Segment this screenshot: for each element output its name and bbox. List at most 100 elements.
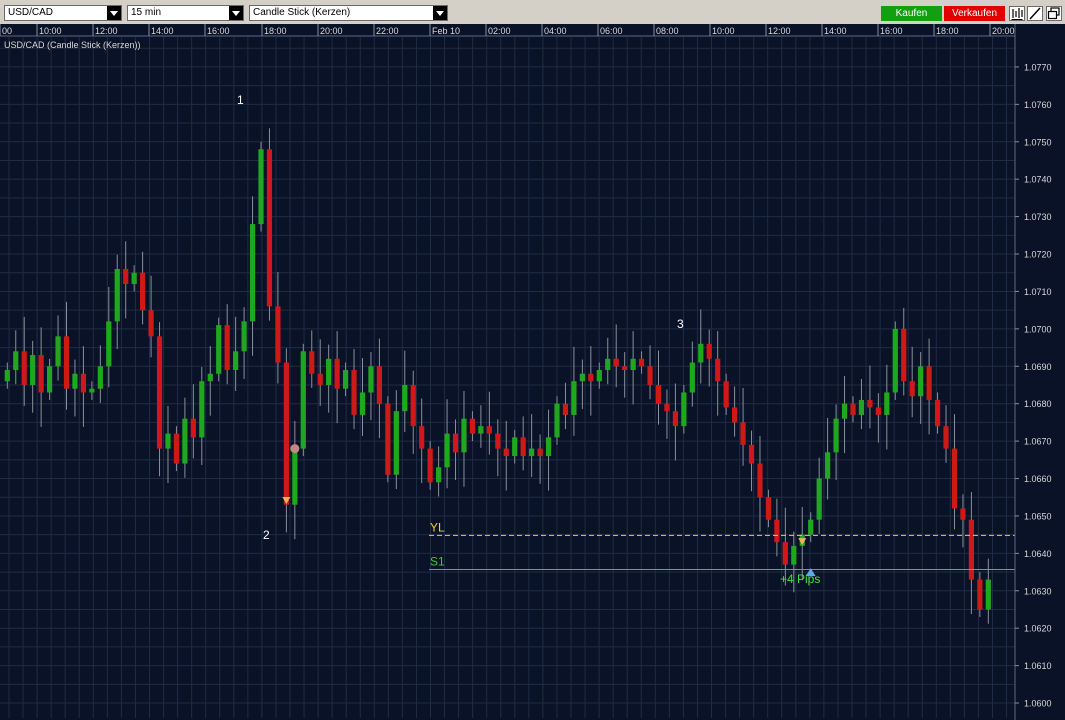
candle-body: [419, 426, 425, 449]
y-tick-label: 1.0620: [1024, 624, 1052, 634]
candle-body: [233, 351, 239, 371]
candle-body: [892, 328, 898, 393]
annotation-label: 3: [677, 317, 684, 331]
chart-style-select[interactable]: Candle Stick (Kerzen): [249, 5, 448, 21]
candle-body: [461, 418, 467, 453]
x-tick-label: 10:00: [712, 26, 735, 36]
level-label: YL: [430, 520, 445, 534]
x-tick-label: 02:00: [488, 26, 511, 36]
candle-body: [732, 407, 738, 423]
candle-body: [672, 411, 679, 427]
bar-chart-icon[interactable]: [1009, 6, 1025, 21]
candle-body: [148, 310, 154, 337]
x-tick-label: 14:00: [824, 26, 847, 36]
candle-body: [4, 370, 10, 382]
candle-body: [114, 268, 120, 322]
candle-body: [867, 399, 873, 408]
y-tick-label: 1.0700: [1024, 324, 1052, 334]
candle-body: [266, 149, 273, 307]
candle-body: [55, 336, 61, 367]
candle-body: [326, 358, 332, 385]
candle-body: [537, 448, 543, 457]
candle-body: [740, 422, 746, 445]
candle-body: [647, 366, 653, 385]
candle-body: [512, 437, 518, 457]
x-tick-label: 18:00: [264, 26, 287, 36]
candle-body: [554, 403, 560, 438]
candle-body: [503, 448, 509, 457]
y-tick-label: 1.0680: [1024, 399, 1052, 409]
y-tick-label: 1.0770: [1024, 62, 1052, 72]
candle-body: [757, 463, 763, 498]
candle-body: [123, 268, 129, 284]
candle-body: [21, 351, 27, 385]
chevron-down-icon[interactable]: [107, 6, 121, 20]
candle-body: [13, 351, 19, 371]
y-tick-label: 1.0760: [1024, 100, 1052, 110]
candle-body: [681, 392, 687, 427]
chevron-down-icon[interactable]: [433, 6, 447, 20]
draw-line-icon[interactable]: [1027, 6, 1043, 21]
candle-body: [951, 448, 958, 509]
candle-body: [469, 418, 476, 434]
candle-body: [140, 272, 146, 311]
y-tick-label: 1.0600: [1024, 699, 1052, 709]
candle-body: [977, 579, 983, 610]
candle-body: [782, 542, 788, 565]
candle-body: [791, 545, 797, 565]
candle-body: [571, 381, 577, 415]
timeframe-select[interactable]: 15 min: [127, 5, 244, 21]
x-tick-label: 04:00: [544, 26, 567, 36]
candle-body: [376, 366, 383, 404]
candle-body: [579, 373, 585, 382]
candle-body: [89, 388, 95, 393]
candle-body: [723, 381, 729, 408]
chart-grid: [0, 37, 1022, 718]
x-tick-label: 16:00: [880, 26, 903, 36]
y-tick-label: 1.0710: [1024, 287, 1052, 297]
buy-button[interactable]: Kaufen: [881, 6, 942, 21]
candle-body: [960, 508, 966, 520]
x-tick-label: 18:00: [936, 26, 959, 36]
candle-body: [452, 433, 459, 453]
candle-body: [342, 370, 349, 389]
candle-body: [926, 366, 932, 400]
chart-annotations: 1 2 3 +4 Pips: [237, 93, 820, 586]
chevron-down-icon[interactable]: [229, 6, 243, 20]
candle-body: [385, 403, 391, 475]
candle-body: [808, 519, 814, 535]
candle-body: [664, 403, 670, 412]
annotation-label: +4 Pips: [780, 572, 820, 586]
sell-button[interactable]: Verkaufen: [944, 6, 1005, 21]
candle-body: [258, 149, 264, 225]
candle-body: [283, 362, 289, 505]
candle-body: [224, 325, 230, 371]
candle-body: [638, 358, 645, 367]
candle-body: [588, 373, 594, 382]
candle-body: [207, 373, 213, 382]
symbol-select-value: USD/CAD: [8, 7, 54, 18]
candle-body: [562, 403, 569, 415]
chart-style-select-value: Candle Stick (Kerzen): [253, 7, 351, 18]
candle-body: [478, 426, 484, 434]
candle-body: [596, 370, 602, 382]
price-chart[interactable]: YL S1 00 10:00 12:00 14:00 16:00 18:00 20:00 22:…: [0, 24, 1065, 720]
candle-body: [520, 437, 526, 457]
candle-body: [106, 321, 112, 367]
candle-body: [605, 358, 611, 371]
candle-body: [436, 467, 442, 483]
buy-marker: [805, 568, 816, 577]
candle-body: [317, 373, 323, 385]
y-tick-label: 1.0660: [1024, 474, 1052, 484]
window-restore-icon[interactable]: [1046, 6, 1062, 21]
candle-body: [190, 418, 196, 438]
annotation-label: 2: [263, 528, 270, 542]
candle-body: [334, 358, 340, 389]
symbol-select[interactable]: USD/CAD: [4, 5, 122, 21]
candle-body: [529, 448, 535, 457]
candle-body: [909, 381, 915, 397]
candle-body: [80, 373, 87, 393]
candle-body: [63, 336, 70, 389]
x-tick-label: 22:00: [376, 26, 399, 36]
candle-body: [934, 399, 941, 427]
